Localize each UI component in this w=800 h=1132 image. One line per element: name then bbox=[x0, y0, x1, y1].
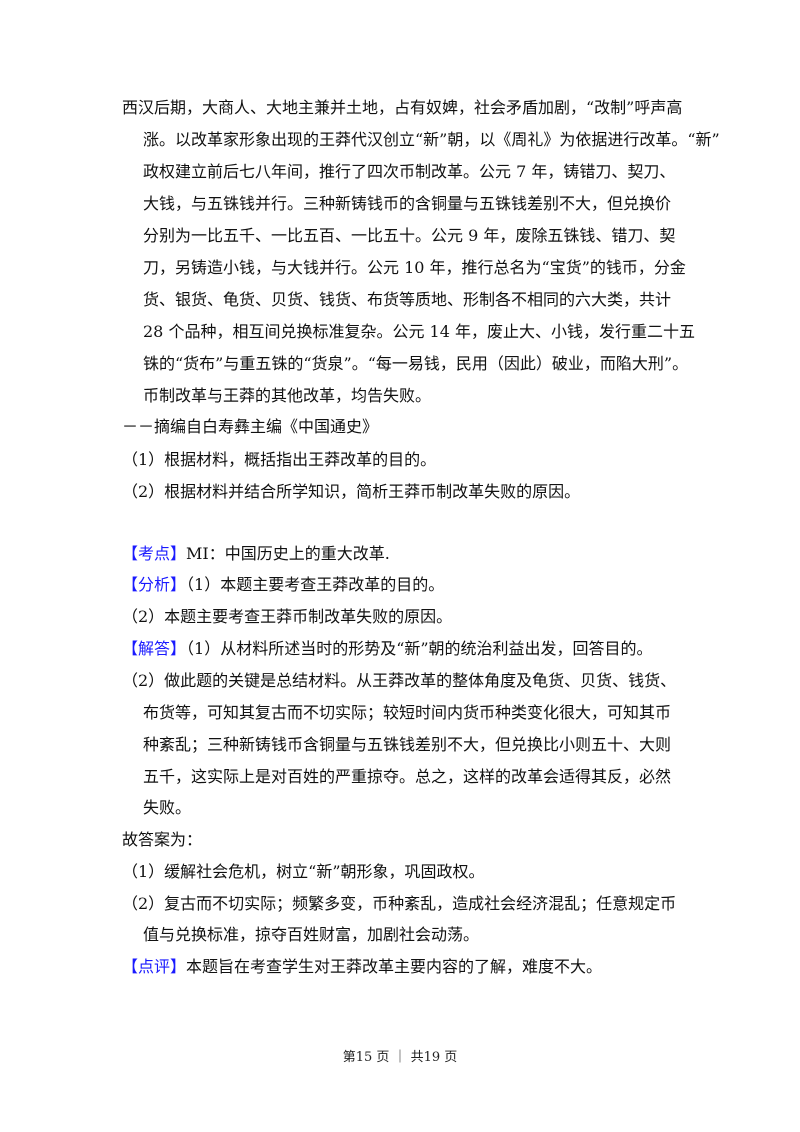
text-line: 五千，这实际上是对百姓的严重掠夺。总之，这样的改革会适得其反，必然 bbox=[143, 766, 723, 788]
text-line: （2）复古而不切实际；频繁多变，币种紊乱，造成社会经济混乱；任意规定币 bbox=[122, 893, 702, 915]
line-text: 布货等，可知其复古而不切实际；较短时间内货币种类变化很大，可知其币 bbox=[143, 703, 672, 722]
line-text: 本题旨在考查学生对王莽改革主要内容的了解，难度不大。 bbox=[186, 957, 603, 976]
text-line: 【解答】（1）从材料所述当时的形势及“新”朝的统治利益出发，回答目的。 bbox=[122, 638, 702, 660]
text-line: 28 个品种，相互间兑换标准复杂。公元 14 年，废止大、小钱，发行重二十五 bbox=[143, 321, 723, 343]
text-line: 政权建立前后七八年间，推行了四次币制改革。公元 7 年，铸错刀、契刀、 bbox=[143, 161, 723, 183]
text-line: 失败。 bbox=[143, 797, 723, 819]
text-line: 种紊乱；三种新铸钱币含铜量与五铢钱差别不大，但兑换比小则五十、大则 bbox=[143, 734, 723, 756]
line-text: （2）本题主要考查王莽币制改革失败的原因。 bbox=[122, 607, 453, 626]
line-text: （2）根据材料并结合所学知识，简析王莽币制改革失败的原因。 bbox=[122, 482, 581, 501]
text-line: （2）本题主要考查王莽币制改革失败的原因。 bbox=[122, 606, 702, 628]
line-text: 值与兑换标准，掠夺百姓财富，加剧社会动荡。 bbox=[143, 925, 480, 944]
line-text: MI：中国历史上的重大改革. bbox=[186, 544, 390, 563]
text-line: （2）根据材料并结合所学知识，简析王莽币制改革失败的原因。 bbox=[122, 481, 702, 503]
line-text: 铢的“货布”与重五铢的“货泉”。“每一易钱，民用（因此）破业，而陷大刑”。 bbox=[143, 354, 689, 373]
line-text: （2）复古而不切实际；频繁多变，币种紊乱，造成社会经济混乱；任意规定币 bbox=[122, 894, 677, 913]
text-line: 西汉后期，大商人、大地主兼并土地，占有奴婢，社会矛盾加剧，“改制”呼声高 bbox=[122, 97, 702, 119]
text-line: （2）做此题的关键是总结材料。从王莽改革的整体角度及龟货、贝货、钱货、 bbox=[122, 670, 702, 692]
line-text: －－摘编自白寿彝主编《中国通史》 bbox=[122, 417, 379, 436]
text-line: 涨。以改革家形象出现的王莽代汉创立“新”朝，以《周礼》为依据进行改革。“新” bbox=[143, 129, 723, 151]
text-line: 货、银货、龟货、贝货、钱货、布货等质地、形制各不相同的六大类，共计 bbox=[143, 289, 723, 311]
section-label: 【分析】 bbox=[122, 575, 187, 594]
line-text: 政权建立前后七八年间，推行了四次币制改革。公元 7 年，铸错刀、契刀、 bbox=[143, 162, 676, 181]
section-label: 【解答】 bbox=[122, 639, 187, 658]
text-line: 【点评】本题旨在考查学生对王莽改革主要内容的了解，难度不大。 bbox=[122, 956, 702, 978]
line-text: 28 个品种，相互间兑换标准复杂。公元 14 年，废止大、小钱，发行重二十五 bbox=[143, 322, 695, 341]
line-text: 西汉后期，大商人、大地主兼并土地，占有奴婢，社会矛盾加剧，“改制”呼声高 bbox=[122, 98, 683, 117]
line-text: 大钱，与五铢钱并行。三种新铸钱币的含铜量与五铢钱差别不大，但兑换价 bbox=[143, 194, 672, 213]
text-line: 刀，另铸造小钱，与大钱并行。公元 10 年，推行总名为“宝货”的钱币，分金 bbox=[143, 257, 723, 279]
line-text: 分别为一比五千、一比五百、一比五十。公元 9 年，废除五铢钱、错刀、契 bbox=[143, 226, 676, 245]
section-label: 【点评】 bbox=[122, 957, 187, 976]
line-text: （1）从材料所述当时的形势及“新”朝的统治利益出发，回答目的。 bbox=[186, 639, 653, 658]
text-line: 大钱，与五铢钱并行。三种新铸钱币的含铜量与五铢钱差别不大，但兑换价 bbox=[143, 193, 723, 215]
text-line: 【分析】（1）本题主要考查王莽改革的目的。 bbox=[122, 574, 702, 596]
line-text: 五千，这实际上是对百姓的严重掠夺。总之，这样的改革会适得其反，必然 bbox=[143, 767, 672, 786]
text-line: 铢的“货布”与重五铢的“货泉”。“每一易钱，民用（因此）破业，而陷大刑”。 bbox=[143, 353, 723, 375]
text-line: 故答案为： bbox=[122, 829, 702, 851]
line-text: （1）缓解社会危机，树立“新”朝形象，巩固政权。 bbox=[122, 862, 485, 881]
line-text: （1）本题主要考查王莽改革的目的。 bbox=[186, 575, 445, 594]
text-line: （1）缓解社会危机，树立“新”朝形象，巩固政权。 bbox=[122, 861, 702, 883]
text-line: －－摘编自白寿彝主编《中国通史》 bbox=[122, 416, 702, 438]
line-text: 种紊乱；三种新铸钱币含铜量与五铢钱差别不大，但兑换比小则五十、大则 bbox=[143, 735, 672, 754]
line-text: （1）根据材料，概括指出王莽改革的目的。 bbox=[122, 450, 437, 469]
text-line: （1）根据材料，概括指出王莽改革的目的。 bbox=[122, 449, 702, 471]
line-text: （2）做此题的关键是总结材料。从王莽改革的整体角度及龟货、贝货、钱货、 bbox=[122, 671, 677, 690]
text-line: 币制改革与王莽的其他改革，均告失败。 bbox=[143, 385, 723, 407]
page-footer: 第15 页 ｜ 共19 页 bbox=[342, 1050, 458, 1065]
line-text: 货、银货、龟货、贝货、钱货、布货等质地、形制各不相同的六大类，共计 bbox=[143, 290, 672, 309]
text-line: 值与兑换标准，掠夺百姓财富，加剧社会动荡。 bbox=[143, 924, 723, 946]
line-text: 失败。 bbox=[143, 798, 192, 817]
section-label: 【考点】 bbox=[122, 544, 187, 563]
text-line: 分别为一比五千、一比五百、一比五十。公元 9 年，废除五铢钱、错刀、契 bbox=[143, 225, 723, 247]
text-line: 【考点】MI：中国历史上的重大改革. bbox=[122, 543, 702, 565]
line-text: 故答案为： bbox=[122, 830, 203, 849]
line-text: 涨。以改革家形象出现的王莽代汉创立“新”朝，以《周礼》为依据进行改革。“新” bbox=[143, 130, 720, 149]
line-text: 刀，另铸造小钱，与大钱并行。公元 10 年，推行总名为“宝货”的钱币，分金 bbox=[143, 258, 686, 277]
text-line: 布货等，可知其复古而不切实际；较短时间内货币种类变化很大，可知其币 bbox=[143, 702, 723, 724]
line-text: 币制改革与王莽的其他改革，均告失败。 bbox=[143, 386, 432, 405]
